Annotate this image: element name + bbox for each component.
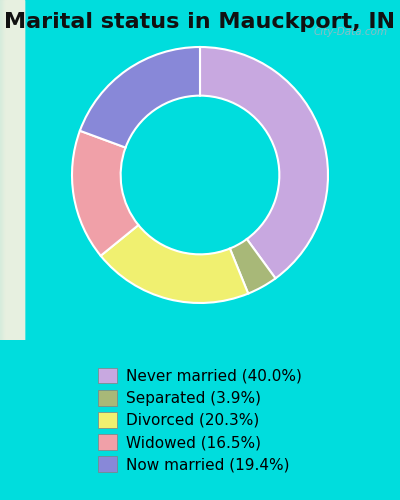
Bar [0, 0, 16, 340]
Bar [0, 0, 15, 340]
Bar [4, 0, 22, 340]
Wedge shape [230, 239, 276, 294]
Bar [0, 0, 17, 340]
Bar [6, 0, 24, 340]
Bar [1, 0, 19, 340]
Bar [0, 0, 14, 340]
Bar [3, 0, 21, 340]
Bar [2, 0, 20, 340]
Bar [4, 0, 22, 340]
Bar [0, 0, 17, 340]
Bar [0, 0, 15, 340]
Text: Marital status in Mauckport, IN: Marital status in Mauckport, IN [4, 12, 396, 32]
Bar [2, 0, 20, 340]
Bar [5, 0, 23, 340]
Wedge shape [72, 130, 138, 256]
Wedge shape [200, 47, 328, 278]
Text: City-Data.com: City-Data.com [314, 27, 388, 37]
Bar [0, 0, 18, 340]
Bar [0, 0, 16, 340]
Wedge shape [80, 47, 200, 148]
Bar [3, 0, 21, 340]
Wedge shape [101, 225, 248, 303]
Bar [6, 0, 24, 340]
Bar [0, 0, 16, 340]
Bar [5, 0, 23, 340]
Bar [0, 0, 18, 340]
Bar [2, 0, 20, 340]
Bar [0, 0, 14, 340]
Bar [3, 0, 21, 340]
Bar [0, 0, 16, 340]
Bar [4, 0, 22, 340]
Bar [0, 0, 14, 340]
Bar [5, 0, 23, 340]
Bar [0, 0, 16, 340]
Bar [4, 0, 22, 340]
Bar [0, 0, 18, 340]
Legend: Never married (40.0%), Separated (3.9%), Divorced (20.3%), Widowed (16.5%), Now : Never married (40.0%), Separated (3.9%),… [91, 360, 309, 480]
Bar [0, 0, 18, 340]
Bar [2, 0, 20, 340]
Bar [1, 0, 19, 340]
Bar [2, 0, 20, 340]
Bar [0, 0, 17, 340]
Bar [0, 0, 18, 340]
Bar [1, 0, 19, 340]
Bar [4, 0, 22, 340]
Bar [0, 0, 15, 340]
